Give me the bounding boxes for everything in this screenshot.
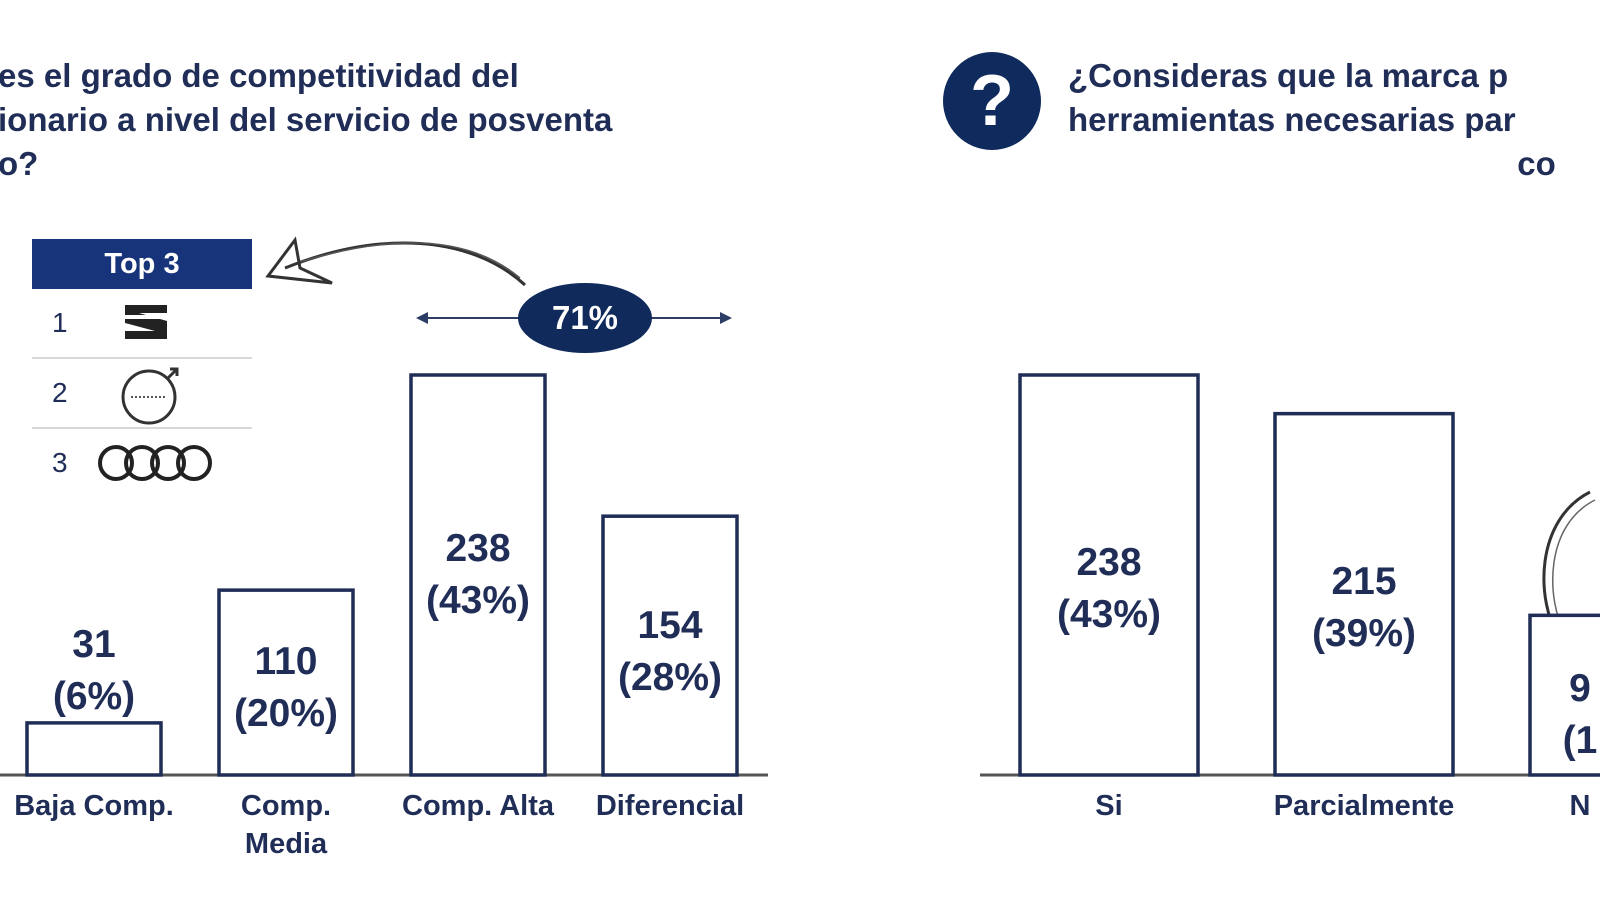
audi-logo-icon [98,445,212,481]
question-left: es el grado de competitividad del ionari… [0,57,613,182]
bar-value-label: 31 (6%) [52,622,136,718]
rank-number: 1 [52,307,68,338]
top3-row: 1 [32,289,252,359]
rank-number: 2 [52,377,68,408]
top3-title: Top 3 [32,239,252,289]
question-mark-icon: ? [943,52,1041,150]
category-label: Si [1095,790,1123,822]
bar-value-label: 110 (20%) [233,640,339,736]
seat-logo-icon [125,305,167,339]
bar [1528,613,1600,777]
bar [1273,411,1455,777]
bar [217,588,355,777]
category-label: Diferencial [595,790,745,822]
top3-row: 2 [32,359,252,429]
category-label: Comp. Media [240,790,332,860]
rank-number: 3 [52,447,68,478]
category-label: Parcialmente [1273,790,1455,822]
bar [1018,373,1200,777]
bar [409,373,547,777]
top3-table: Top 3 1 2 3 [32,239,252,497]
bar [25,721,163,777]
bar-value-label: 9 (1 [1562,667,1598,763]
category-label: Comp. Alta [402,790,554,822]
bar-value-label: 238 (43%) [1056,541,1162,636]
top3-row: 3 [32,429,252,497]
highlight-pill: 71% [518,283,652,353]
bar-value-label: 238 (43%) [425,527,531,622]
bar-value-label: 215 (39%) [1311,559,1417,655]
bar [601,514,739,777]
range-arrow-right [720,312,732,324]
category-label: Baja Comp. [14,790,174,822]
bar-value-label: 154 (28%) [617,604,723,700]
volvo-logo-icon [121,367,179,425]
range-arrow-left [416,312,428,324]
question-right: ¿Consideras que la marca p herramientas … [1068,57,1556,182]
curved-arrow [299,242,521,279]
category-label: N [1569,790,1591,822]
arrow-head [265,236,333,285]
